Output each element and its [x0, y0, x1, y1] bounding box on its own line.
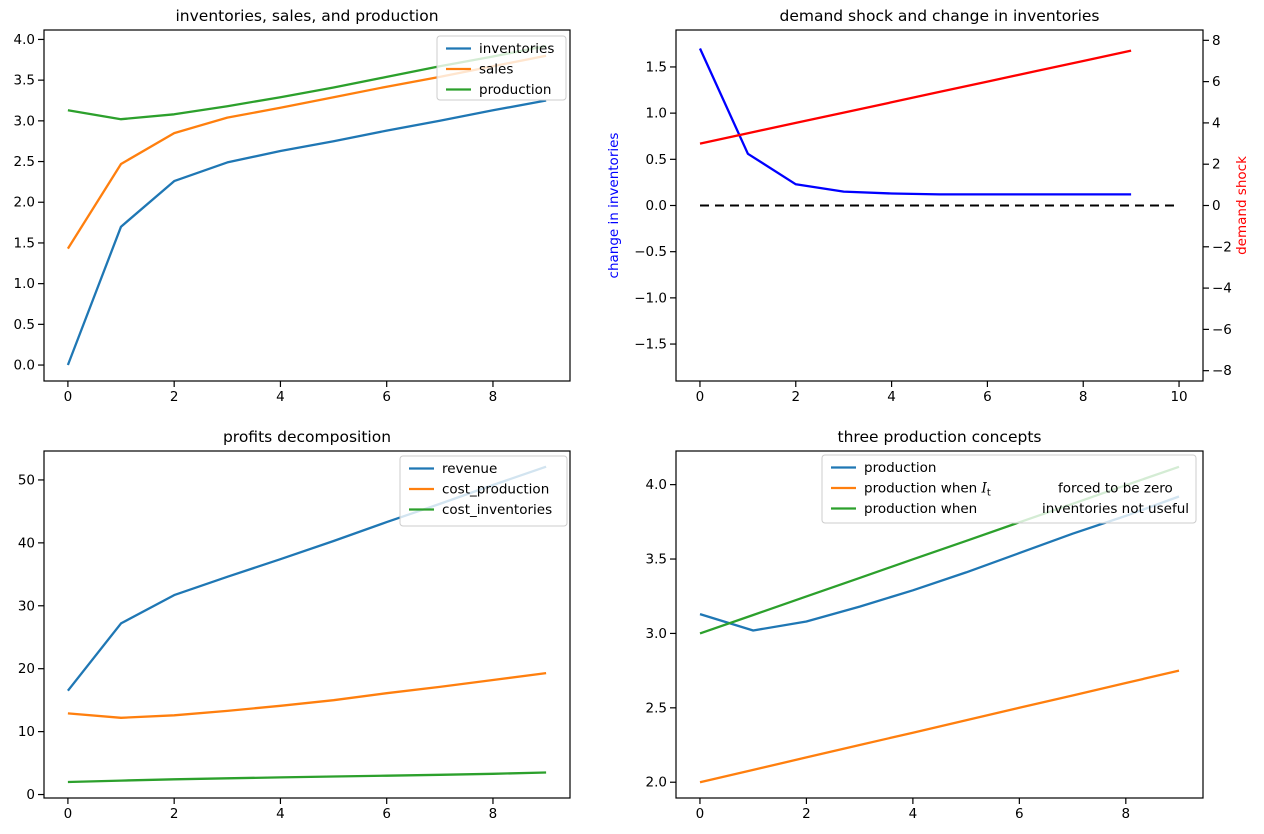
y-tick-label: 2.0 — [646, 775, 667, 791]
y-tick-right-label: −4 — [1212, 281, 1232, 297]
y-tick-label: 20 — [18, 661, 35, 677]
y-tick-label: 3.0 — [14, 113, 35, 129]
y-tick-right-label: −6 — [1212, 322, 1232, 338]
y-tick-label: −1.5 — [634, 337, 667, 353]
axes-spines — [675, 450, 1204, 799]
y-tick-label: −0.5 — [634, 244, 667, 260]
legend-label: production when It forced to be zero — [864, 481, 1173, 499]
y-tick-label: 2.5 — [646, 700, 667, 716]
chart-title: profits decomposition — [223, 428, 391, 446]
x-tick-label: 8 — [1122, 806, 1131, 822]
y-tick-label: 0 — [26, 787, 35, 803]
y-tick-label: 3.5 — [646, 552, 667, 568]
y-tick-right-label: 6 — [1212, 74, 1221, 90]
y-tick-right-label: −2 — [1212, 239, 1232, 255]
y-tick-label: 30 — [18, 598, 35, 614]
x-tick-label: 4 — [276, 806, 285, 822]
x-tick-label: 8 — [489, 806, 498, 822]
legend-label: production when inventories not useful — [864, 501, 1189, 517]
series-inventories — [66, 99, 547, 366]
x-tick-label: 0 — [696, 806, 705, 822]
subplot-three-production-concepts: 0 2 4 6 8 2.0 2.5 3.0 3.5 4.0 three production con… — [646, 428, 1204, 822]
x-tick-label: 8 — [1079, 389, 1088, 405]
series-demand-shock — [699, 49, 1132, 145]
x-tick-label: 6 — [382, 806, 391, 822]
subplot-demand-shock-and-change-in-inventories: 0 2 4 6 8 10 1.5 1.0 0.5 0.0 −0.5 −1.0 −1.5 8 6 4 2 0 −2 −4… — [606, 7, 1250, 405]
axes-spines — [43, 450, 571, 799]
y-tick-label: 0.0 — [14, 358, 35, 374]
x-tick-label: 0 — [64, 389, 73, 405]
plot-area-demand-shock-and-change-in-inventories — [698, 48, 1179, 207]
y-tick-label: 2.5 — [14, 154, 35, 170]
series-production-when-It-forced-to-be-zero — [699, 669, 1180, 784]
series-production — [699, 495, 1180, 632]
y-tick-label: 1.5 — [14, 235, 35, 251]
chart-title: inventories, sales, and production — [175, 7, 438, 25]
legend-box — [436, 35, 567, 101]
legend-label: revenue — [442, 461, 497, 477]
chart-title: demand shock and change in inventories — [780, 7, 1100, 25]
y-tick-label: 10 — [18, 724, 35, 740]
y-tick-label: 1.0 — [646, 106, 667, 122]
chart-title: three production concepts — [838, 428, 1042, 446]
subplot-inventories-sales-production: 0 2 4 6 8 0.0 0.5 1.0 1.5 2.0 2.5 3.0 3.5 4.0 inventor… — [14, 7, 571, 405]
x-tick-label: 6 — [1015, 806, 1024, 822]
y-tick-label: 50 — [18, 472, 35, 488]
x-tick-label: 2 — [170, 806, 179, 822]
y-tick-label: 1.5 — [646, 59, 667, 75]
x-tick-label: 2 — [791, 389, 800, 405]
y-tick-right-label: −8 — [1212, 363, 1232, 379]
x-tick-label: 6 — [983, 389, 992, 405]
legend-box — [399, 455, 568, 527]
legend-label: production — [864, 460, 937, 476]
subplot-profits-decomposition: 0 2 4 6 8 0 10 20 30 40 50 profits decomposition rev… — [18, 428, 571, 822]
legend: revenue cost_production cost_inventories — [399, 455, 568, 527]
y-tick-right-label: 8 — [1212, 33, 1221, 49]
y-tick-label: 3.0 — [646, 626, 667, 642]
y-tick-label: 1.0 — [14, 276, 35, 292]
y-tick-label: 2.0 — [14, 195, 35, 211]
x-tick-label: 8 — [489, 389, 498, 405]
y-tick-label: 3.5 — [14, 73, 35, 89]
legend-label: sales — [479, 62, 513, 78]
series-cost_production — [67, 671, 547, 719]
y-tick-label: 0.0 — [646, 198, 667, 214]
y-tick-label: 4.0 — [646, 477, 667, 493]
legend-label: production — [479, 82, 552, 98]
y-tick-label: 0.5 — [646, 152, 667, 168]
x-tick-label: 0 — [64, 806, 73, 822]
x-tick-label: 2 — [170, 389, 179, 405]
x-tick-label: 0 — [696, 389, 705, 405]
legend-label: cost_production — [442, 482, 549, 498]
y-tick-label: 0.5 — [14, 317, 35, 333]
x-tick-label: 4 — [276, 389, 285, 405]
legend-box — [821, 454, 1197, 524]
y-tick-right-label: 0 — [1212, 198, 1221, 214]
x-tick-label: 10 — [1170, 389, 1187, 405]
x-tick-label: 2 — [802, 806, 811, 822]
legend: inventories sales production — [436, 35, 567, 101]
x-tick-label: 4 — [909, 806, 918, 822]
y-tick-label: −1.0 — [634, 290, 667, 306]
x-tick-label: 4 — [887, 389, 896, 405]
y-tick-label: 40 — [18, 535, 35, 551]
legend-label: inventories — [479, 41, 554, 57]
legend: production production when It forced to be… — [821, 454, 1197, 524]
legend-label: cost_inventories — [442, 502, 552, 518]
series-change-in-inventories — [698, 48, 1132, 196]
y-tick-label: 4.0 — [14, 32, 35, 48]
y-axis-label-left: change in inventories — [606, 133, 622, 279]
x-tick-label: 6 — [382, 389, 391, 405]
y-axis-label-right: demand shock — [1234, 156, 1250, 255]
y-tick-right-label: 2 — [1212, 157, 1221, 173]
axes-spines — [43, 29, 571, 382]
y-tick-right-label: 4 — [1212, 115, 1221, 131]
series-cost_inventories — [67, 771, 547, 784]
